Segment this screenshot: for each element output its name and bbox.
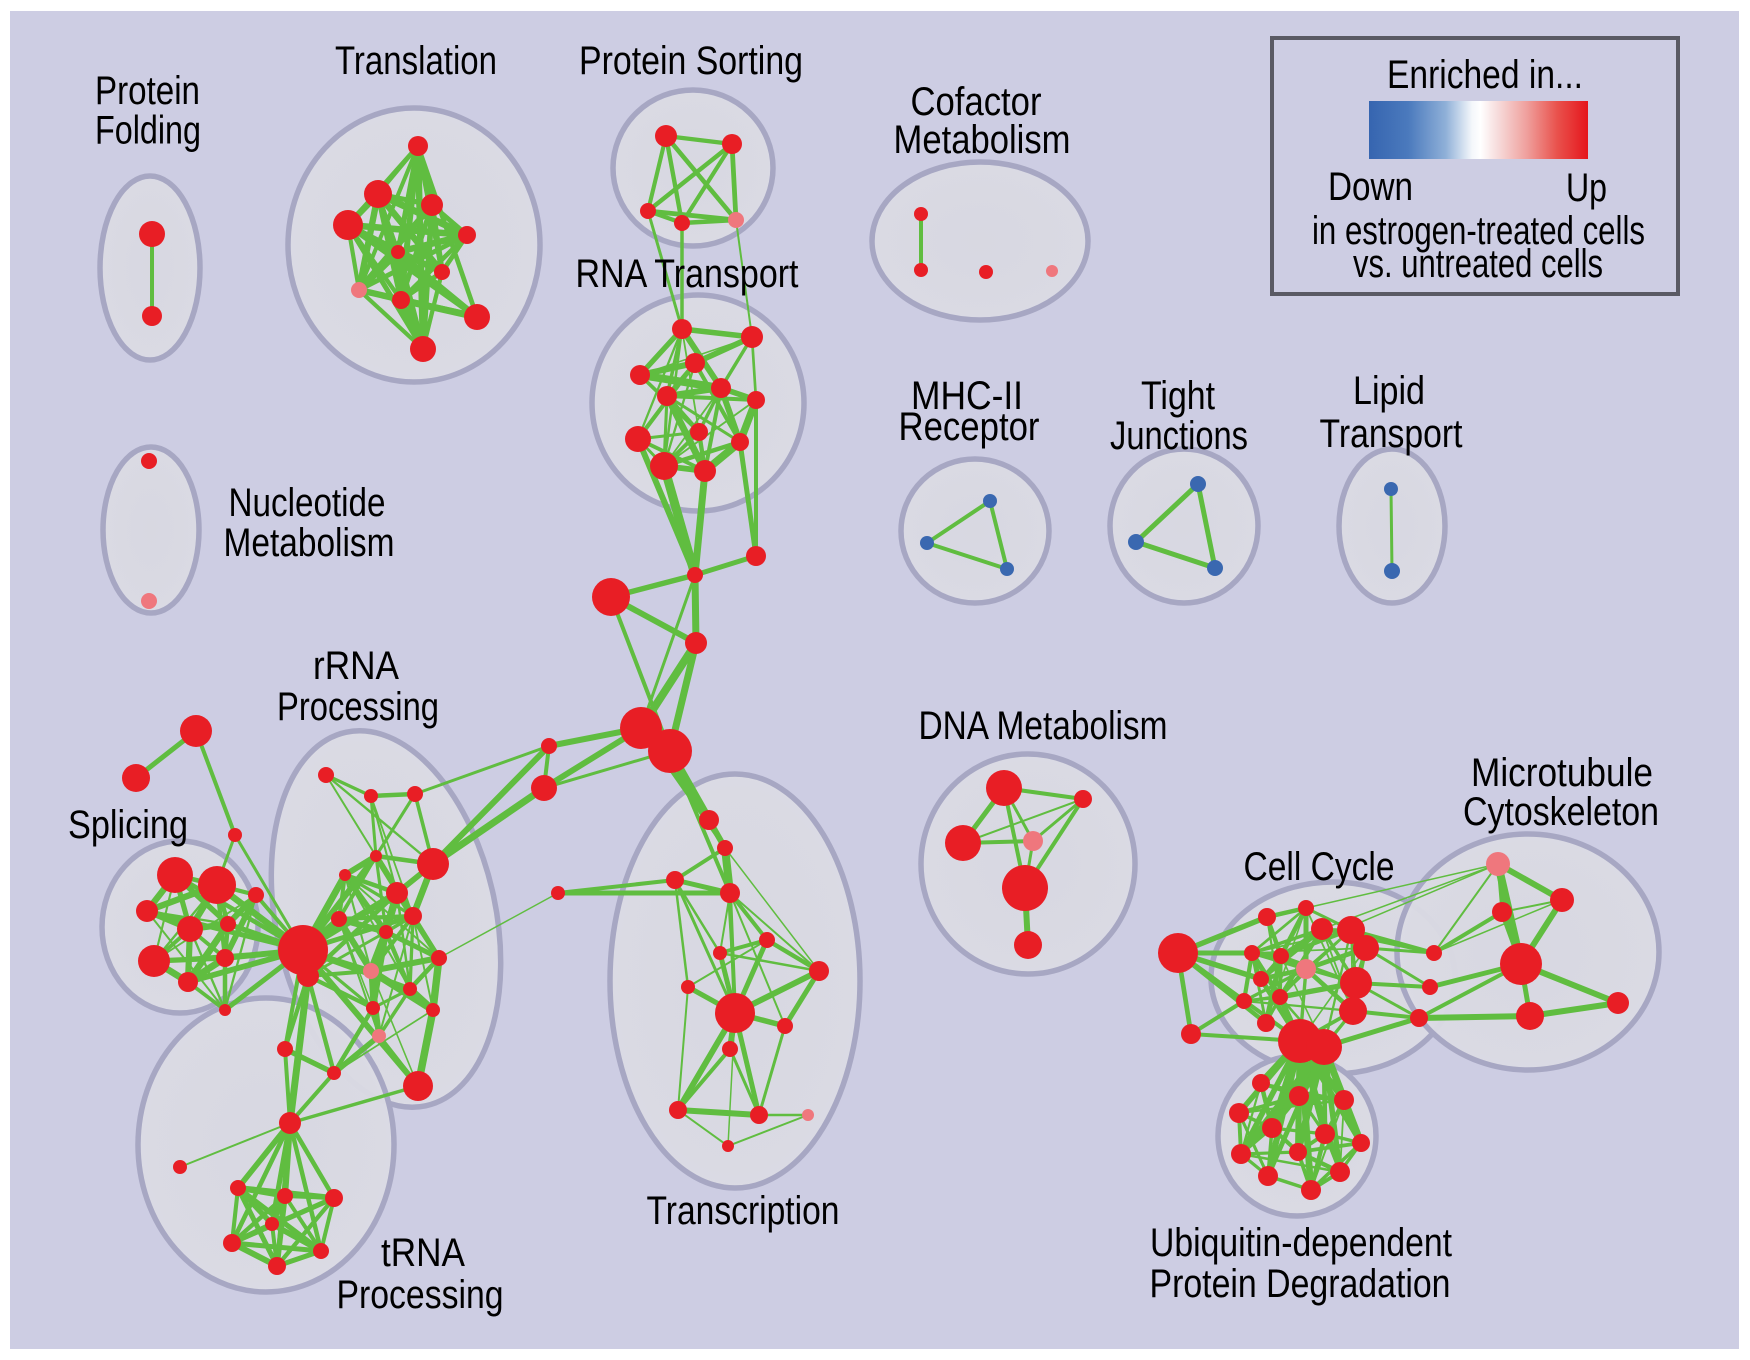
svg-text:Up: Up: [1566, 166, 1607, 210]
svg-text:MHC-II: MHC-II: [911, 374, 1023, 418]
svg-text:RNA Transport: RNA Transport: [576, 252, 799, 296]
svg-text:Ubiquitin-dependent: Ubiquitin-dependent: [1150, 1221, 1452, 1265]
svg-text:Protein Degradation: Protein Degradation: [1150, 1262, 1451, 1306]
svg-text:tRNA: tRNA: [381, 1231, 465, 1275]
svg-text:Protein Sorting: Protein Sorting: [579, 39, 803, 83]
svg-text:Metabolism: Metabolism: [224, 521, 395, 565]
svg-text:vs. untreated cells: vs. untreated cells: [1353, 242, 1603, 286]
svg-text:Transcription: Transcription: [647, 1189, 840, 1233]
svg-text:Microtubule: Microtubule: [1471, 751, 1653, 795]
svg-text:Cell Cycle: Cell Cycle: [1244, 845, 1395, 889]
svg-text:Cytoskeleton: Cytoskeleton: [1463, 790, 1659, 834]
svg-text:Receptor: Receptor: [899, 405, 1040, 449]
svg-text:Processing: Processing: [337, 1273, 504, 1317]
svg-text:Transport: Transport: [1320, 412, 1463, 456]
svg-text:Cofactor: Cofactor: [911, 80, 1042, 124]
svg-text:Folding: Folding: [95, 109, 201, 153]
svg-text:Metabolism: Metabolism: [894, 118, 1071, 162]
svg-text:in estrogen-treated cells: in estrogen-treated cells: [1312, 209, 1645, 253]
svg-text:DNA Metabolism: DNA Metabolism: [919, 704, 1168, 748]
svg-text:Enriched in...: Enriched in...: [1387, 53, 1583, 97]
svg-text:Translation: Translation: [335, 39, 497, 83]
svg-text:Junctions: Junctions: [1110, 414, 1248, 458]
svg-text:Protein: Protein: [95, 69, 200, 113]
svg-text:Nucleotide: Nucleotide: [229, 481, 386, 525]
svg-text:rRNA: rRNA: [313, 644, 399, 688]
svg-text:Splicing: Splicing: [68, 803, 188, 847]
svg-text:Down: Down: [1328, 165, 1413, 209]
svg-text:Lipid: Lipid: [1353, 369, 1425, 413]
svg-text:Tight: Tight: [1141, 374, 1215, 418]
svg-text:Processing: Processing: [277, 685, 439, 729]
